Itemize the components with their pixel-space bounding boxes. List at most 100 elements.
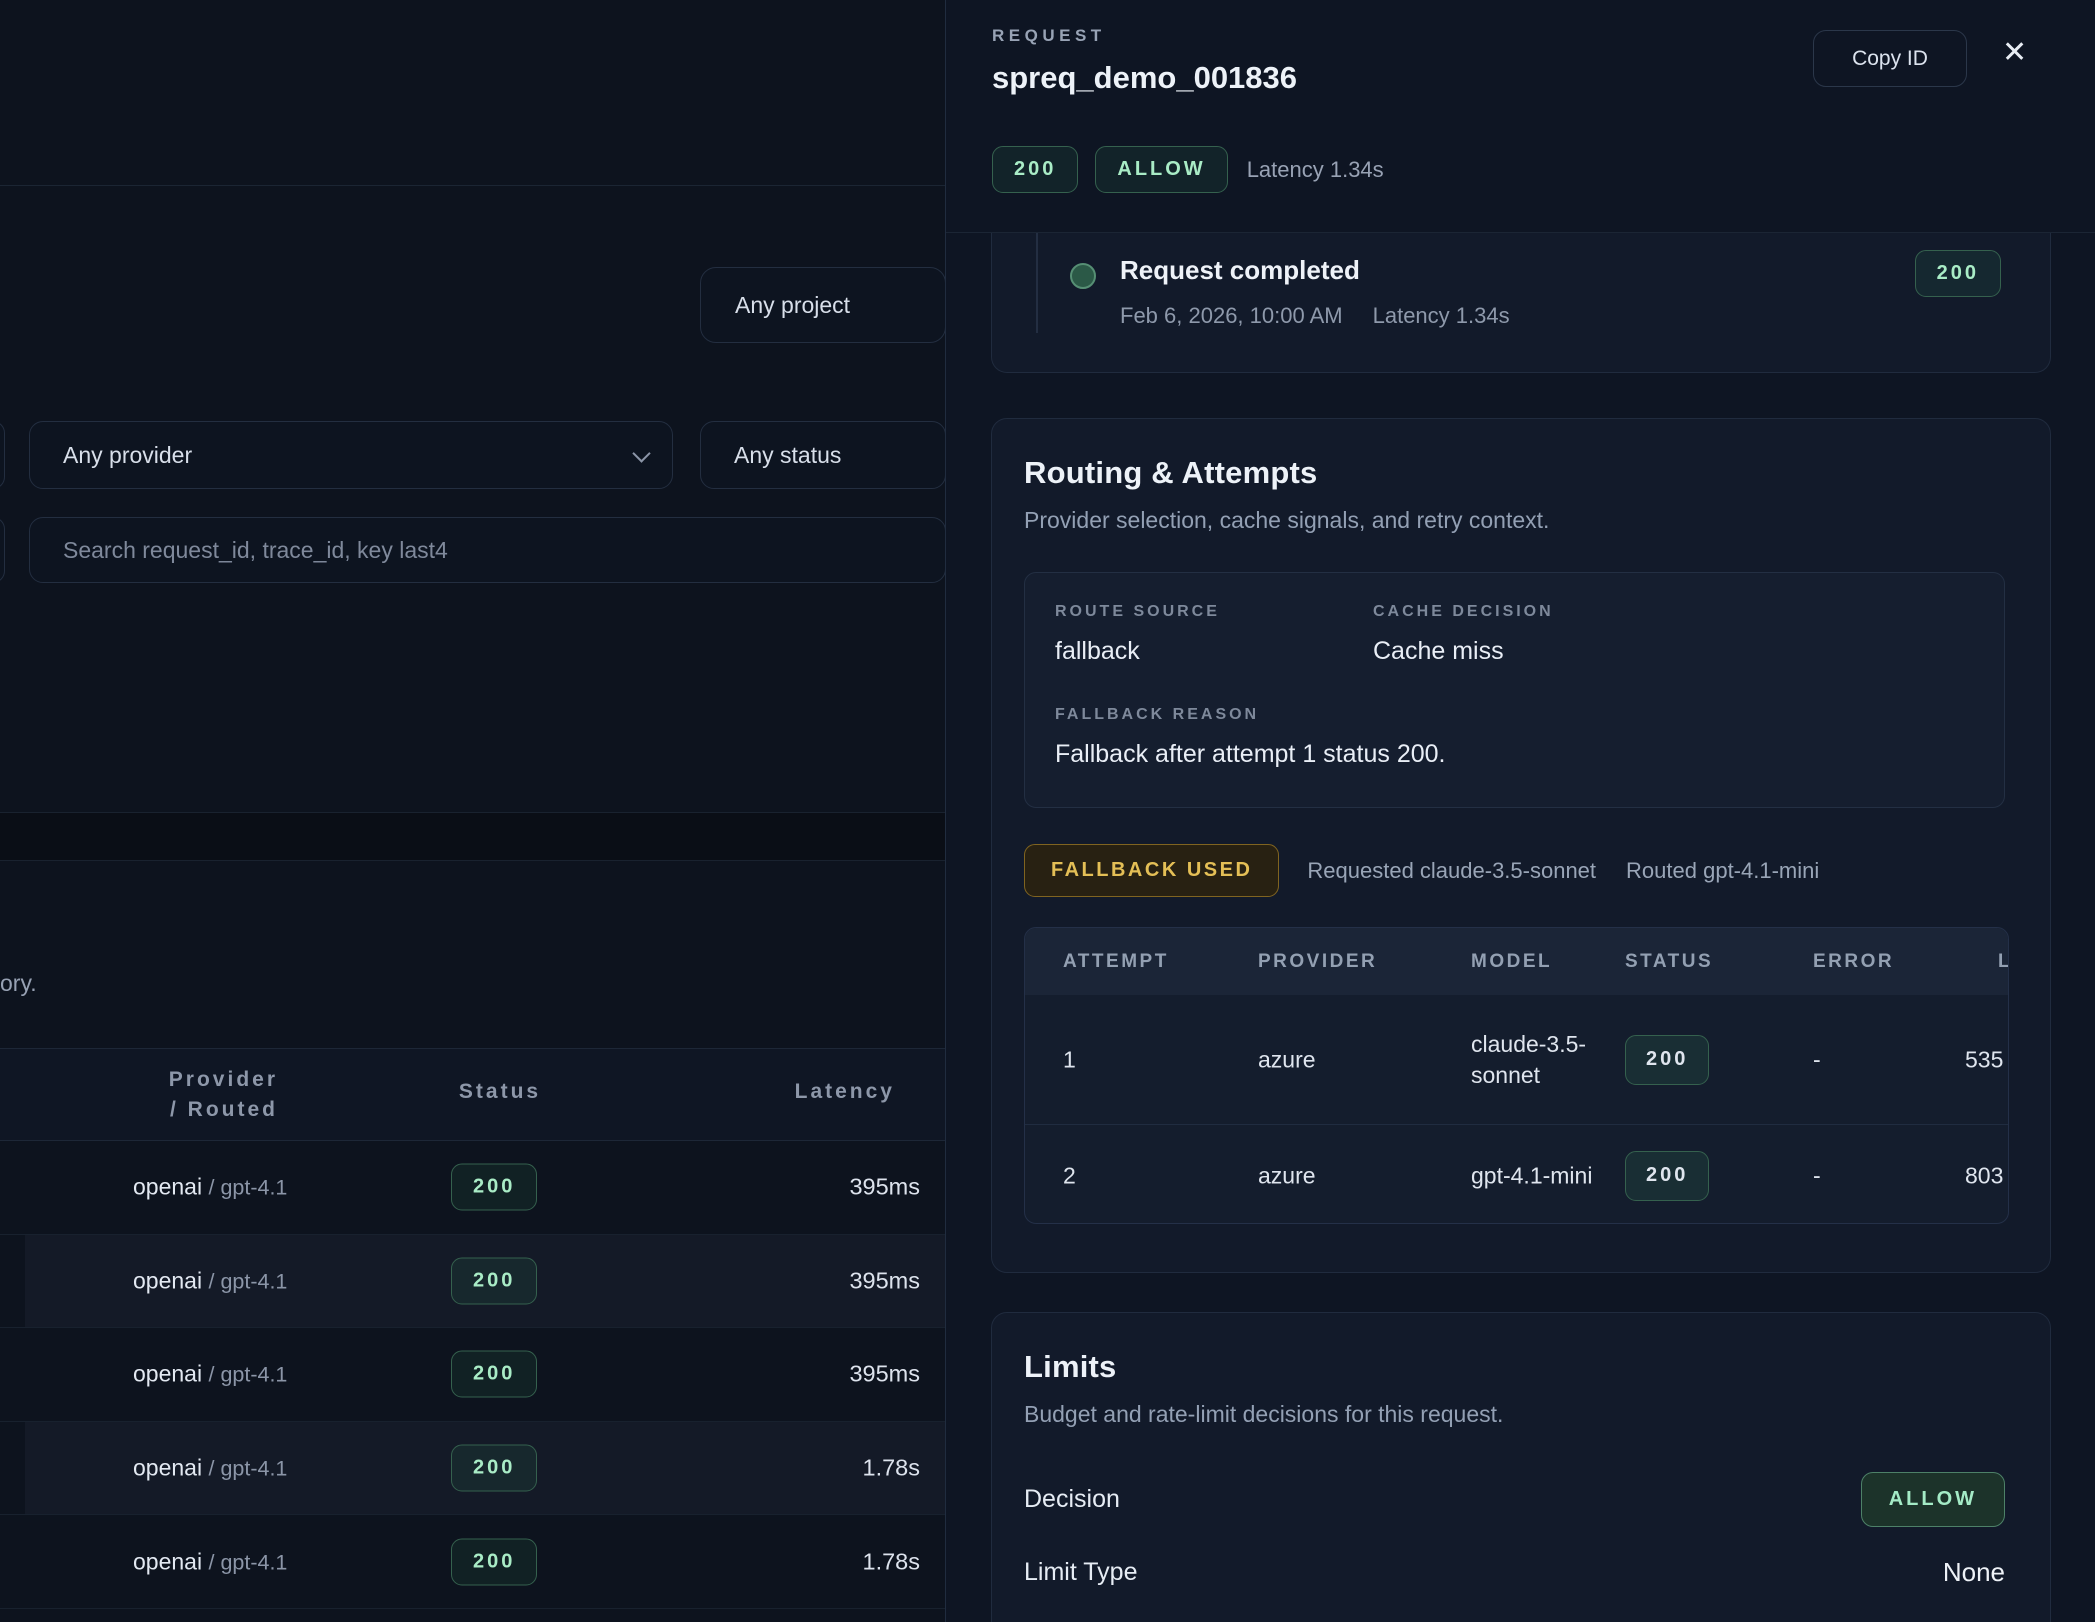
status-badge: 200 — [1914, 250, 2001, 297]
row-highlight — [25, 1234, 945, 1328]
chevron-down-icon — [632, 444, 651, 463]
attempt-error: - — [1813, 1162, 1821, 1188]
search-input[interactable] — [29, 517, 946, 583]
provider-routed-cell: openai / gpt-4.1 — [133, 1548, 288, 1575]
limit-type-row: Limit Type None — [1024, 1557, 2005, 1588]
status-filter-select[interactable]: Any status — [700, 421, 946, 489]
timeline-latency: Latency 1.34s — [1372, 303, 1510, 328]
route-source-value: fallback — [1055, 637, 1140, 665]
provider-filter-value: Any provider — [63, 441, 193, 468]
latency-cell: 395ms — [849, 1173, 920, 1200]
status-badge: 200 — [451, 1444, 538, 1492]
attempt-latency: 535 — [1965, 1046, 2004, 1072]
latency-cell: 1.78s — [862, 1454, 921, 1481]
table-row[interactable]: openai / gpt-4.1 200 395ms — [0, 1234, 945, 1329]
latency-cell: 395ms — [849, 1267, 920, 1294]
attempts-table-header: ATTEMPT PROVIDER MODEL STATUS ERROR LATE… — [1025, 928, 2008, 995]
request-summary-badges: 200 ALLOW Latency 1.34s — [992, 146, 1384, 193]
fallback-reason-value: Fallback after attempt 1 status 200. — [1055, 740, 1446, 768]
decision-badge: ALLOW — [1095, 146, 1228, 193]
fallback-reason-label: FALLBACK REASON — [1055, 706, 1260, 723]
table-row[interactable]: openai / gpt-4.1 200 395ms — [0, 1141, 945, 1235]
panel-header: REQUEST spreq_demo_001836 200 ALLOW Late… — [946, 0, 2095, 233]
cache-decision-value: Cache miss — [1373, 637, 1504, 665]
attempt-model: claude-3.5-sonnet — [1471, 1030, 1587, 1088]
decision-badge: ALLOW — [1860, 1472, 2005, 1527]
provider-filter-select[interactable]: Any provider — [29, 421, 673, 489]
status-badge: 200 — [451, 1538, 538, 1586]
provider-routed-cell: openai / gpt-4.1 — [133, 1454, 288, 1481]
decision-label: Decision — [1024, 1485, 1120, 1513]
timeline-dot-icon — [1070, 263, 1096, 289]
table-row[interactable]: openai / gpt-4.1 200 1.78s — [0, 1421, 945, 1516]
timeline-card: Request completed Feb 6, 2026, 10:00 AM … — [991, 233, 2051, 373]
copy-id-button[interactable]: Copy ID — [1813, 30, 1967, 87]
header-divider — [0, 185, 945, 186]
status-badge: 200 — [1625, 1150, 1710, 1201]
request-id: spreq_demo_001836 — [992, 60, 1298, 95]
status-badge: 200 — [451, 1163, 538, 1211]
attempt-row: 2 azure gpt-4.1-mini 200 - 803 — [1025, 1126, 2008, 1223]
column-attempt: ATTEMPT — [1063, 950, 1169, 972]
timeline-event-meta: Feb 6, 2026, 10:00 AM Latency 1.34s — [1120, 303, 1510, 329]
status-badge: 200 — [992, 146, 1079, 193]
provider-routed-cell: openai / gpt-4.1 — [133, 1267, 288, 1294]
attempt-provider: azure — [1258, 1046, 1316, 1072]
timeline-timestamp: Feb 6, 2026, 10:00 AM — [1120, 303, 1343, 328]
attempt-number: 1 — [1063, 1046, 1076, 1072]
attempt-row: 1 azure claude-3.5-sonnet 200 - 535 — [1025, 995, 2008, 1125]
routing-title: Routing & Attempts — [1024, 455, 1318, 490]
status-filter-value: Any status — [734, 441, 842, 468]
attempt-latency: 803 — [1965, 1162, 2004, 1188]
routing-attempts-card: Routing & Attempts Provider selection, c… — [991, 418, 2051, 1273]
status-badge: 200 — [451, 1350, 538, 1398]
status-badge: 200 — [451, 1257, 538, 1305]
cache-decision-label: CACHE DECISION — [1373, 603, 1554, 620]
routing-subtitle: Provider selection, cache signals, and r… — [1024, 507, 1550, 533]
column-latency: LATENCY — [1998, 951, 2008, 973]
fallback-used-badge: FALLBACK USED — [1024, 844, 1280, 897]
project-filter-value: Any project — [735, 291, 851, 318]
timeline-connector-line — [1036, 233, 1038, 333]
attempt-number: 2 — [1063, 1162, 1076, 1188]
cropped-search-control[interactable] — [0, 517, 5, 583]
limits-subtitle: Budget and rate-limit decisions for this… — [1024, 1401, 1504, 1427]
routing-info-box: ROUTE SOURCE fallback CACHE DECISION Cac… — [1024, 572, 2005, 808]
limit-type-label: Limit Type — [1024, 1558, 1138, 1586]
attempt-model: gpt-4.1-mini — [1471, 1162, 1593, 1188]
section-separator-band — [0, 812, 945, 861]
column-provider: PROVIDER — [1258, 950, 1378, 972]
table-row[interactable]: openai / gpt-4.1 200 395ms — [0, 1328, 945, 1422]
attempts-table: ATTEMPT PROVIDER MODEL STATUS ERROR LATE… — [1024, 927, 2009, 1224]
fallback-summary-row: FALLBACK USED Requested claude-3.5-sonne… — [1024, 844, 2005, 897]
column-status: STATUS — [1625, 950, 1714, 972]
status-badge: 200 — [1625, 1034, 1710, 1085]
request-detail-panel: REQUEST spreq_demo_001836 200 ALLOW Late… — [945, 0, 2095, 1622]
requested-model-text: Requested claude-3.5-sonnet — [1307, 857, 1597, 883]
close-icon[interactable]: ✕ — [2002, 35, 2028, 70]
column-latency: Latency — [794, 1080, 895, 1103]
table-row[interactable]: openai / gpt-4.1 200 1.78s — [0, 1515, 945, 1609]
limits-title: Limits — [1024, 1349, 1117, 1384]
project-filter-select[interactable]: Any project — [700, 267, 946, 343]
column-provider-routed: Provider / Routed — [168, 1068, 278, 1121]
column-status: Status — [458, 1080, 542, 1103]
row-highlight — [25, 1421, 945, 1515]
cropped-filter-control[interactable] — [0, 421, 5, 489]
requests-table-body: openai / gpt-4.1 200 395ms openai / gpt-… — [0, 1141, 945, 1609]
column-error: ERROR — [1813, 950, 1895, 972]
provider-routed-cell: openai / gpt-4.1 — [133, 1360, 288, 1387]
fallback-models-text: Requested claude-3.5-sonnet Routed gpt-4… — [1307, 858, 1819, 884]
limit-type-value: None — [1942, 1557, 2005, 1587]
attempt-error: - — [1813, 1046, 1821, 1072]
limits-card: Limits Budget and rate-limit decisions f… — [991, 1312, 2051, 1622]
provider-routed-cell: openai / gpt-4.1 — [133, 1173, 288, 1200]
cropped-description-text: ory. — [0, 970, 37, 996]
attempt-provider: azure — [1258, 1162, 1316, 1188]
latency-cell: 1.78s — [862, 1548, 921, 1575]
request-eyebrow-label: REQUEST — [992, 26, 1106, 45]
route-source-label: ROUTE SOURCE — [1055, 603, 1220, 620]
latency-cell: 395ms — [849, 1360, 920, 1387]
timeline-event-title: Request completed — [1120, 255, 1360, 285]
